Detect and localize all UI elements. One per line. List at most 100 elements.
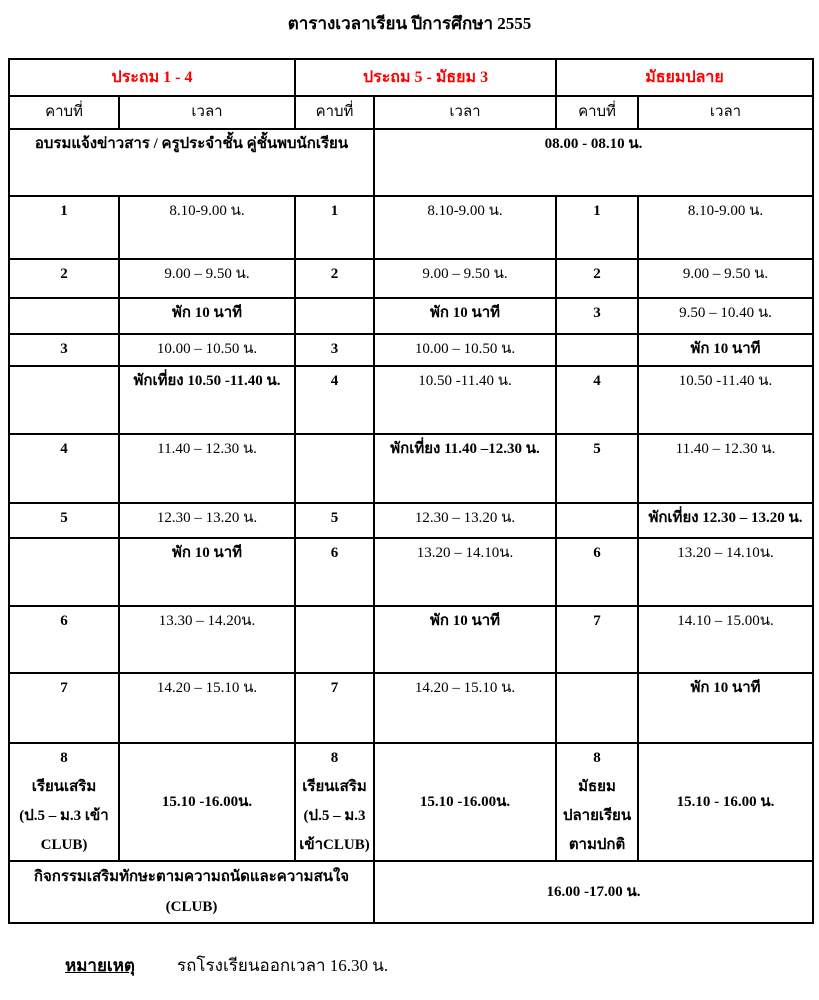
time-cell: 13.20 – 14.10น. (372, 537, 558, 607)
break-cell: พัก 10 นาที (637, 333, 815, 367)
period-cell (294, 433, 375, 504)
table-row-break-a: พัก 10 นาที พัก 10 นาที 3 9.50 – 10.40 น… (8, 297, 815, 335)
time-cell: 10.50 -11.40 น. (637, 365, 815, 435)
time-cell: 14.20 – 15.10 น. (372, 672, 558, 744)
table-row-period-5: 5 12.30 – 13.20 น. 5 12.30 – 13.20 น. พั… (8, 502, 815, 539)
period-cell: 4 (8, 433, 120, 504)
period-cell: 7 (294, 672, 375, 744)
time-cell: 15.10 -16.00น. (372, 742, 558, 862)
column-header-time: เวลา (372, 95, 558, 130)
period-cell (8, 297, 120, 335)
period-cell (555, 672, 640, 744)
period-cell: 5 (555, 433, 640, 504)
column-header-time: เวลา (118, 95, 296, 130)
period-cell (8, 365, 120, 435)
time-cell: 13.30 – 14.20น. (118, 605, 296, 674)
time-cell: 9.50 – 10.40 น. (637, 297, 815, 335)
break-cell: พัก 10 นาที (118, 297, 296, 335)
table-row-period-2: 2 9.00 – 9.50 น. 2 9.00 – 9.50 น. 2 9.00… (8, 258, 815, 299)
period-cell: 5 (294, 502, 375, 539)
time-cell: 14.20 – 15.10 น. (118, 672, 296, 744)
break-cell: พัก 10 นาที (372, 605, 558, 674)
period-cell: 3 (294, 333, 375, 367)
note-label: หมายเหตุ (65, 956, 135, 975)
club-time-cell: 16.00 -17.00 น. (372, 860, 815, 924)
table-row-lunch-a: พักเที่ยง 10.50 -11.40 น. 4 10.50 -11.40… (8, 365, 815, 435)
period-cell: 7 (555, 605, 640, 674)
page-title: ตารางเวลาเรียน ปีการศึกษา 2555 (287, 14, 532, 33)
time-cell: 9.00 – 9.50 น. (372, 258, 558, 299)
section-header-upper-secondary: มัธยมปลาย (555, 58, 815, 97)
period-cell: 1 (294, 195, 375, 260)
column-header-period: คาบที่ (294, 95, 375, 130)
time-cell: 10.50 -11.40 น. (372, 365, 558, 435)
lunch-break-cell: พักเที่ยง 12.30 – 13.20 น. (637, 502, 815, 539)
table-row-break-b: พัก 10 นาที 6 13.20 – 14.10น. 6 13.20 – … (8, 537, 815, 607)
section-header-row: ประถม 1 - 4 ประถม 5 - มัธยม 3 มัธยมปลาย (8, 58, 815, 97)
period-cell: 5 (8, 502, 120, 539)
time-cell: 14.10 – 15.00น. (637, 605, 815, 674)
section-header-primary5-secondary3: ประถม 5 - มัธยม 3 (293, 58, 558, 97)
club-activity-row: กิจกรรมเสริมทักษะตามความถนัดและความสนใจ … (8, 860, 815, 924)
period-cell: 6 (555, 537, 640, 607)
lunch-break-cell: พักเที่ยง 10.50 -11.40 น. (118, 365, 296, 435)
period-cell: 2 (555, 258, 640, 299)
homeroom-activity-cell: อบรมแจ้งข่าวสาร / ครูประจำชั้น คู่ชั้นพบ… (8, 128, 375, 197)
time-cell: 11.40 – 12.30 น. (118, 433, 296, 504)
table-row-period-8: 8 เรียนเสริม (ป.5 – ม.3 เข้า CLUB) 15.10… (8, 742, 815, 862)
break-cell: พัก 10 นาที (372, 297, 558, 335)
time-cell: 10.00 – 10.50 น. (118, 333, 296, 367)
time-cell: 12.30 – 13.20 น. (118, 502, 296, 539)
break-cell: พัก 10 นาที (118, 537, 296, 607)
table-row-period-3: 3 10.00 – 10.50 น. 3 10.00 – 10.50 น. พั… (8, 333, 815, 367)
time-cell: 9.00 – 9.50 น. (118, 258, 296, 299)
period-cell: 1 (8, 195, 120, 260)
period-cell (294, 605, 375, 674)
column-header-period: คาบที่ (8, 95, 120, 130)
period-cell (555, 502, 640, 539)
time-cell: 8.10-9.00 น. (637, 195, 815, 260)
period-cell: 6 (8, 605, 120, 674)
period-8-description-cell: 8 มัธยม ปลายเรียน ตามปกติ (555, 742, 640, 862)
table-row-period-7: 7 14.20 – 15.10 น. 7 14.20 – 15.10 น. พั… (8, 672, 815, 744)
table-row-period-4: 4 11.40 – 12.30 น. พักเที่ยง 11.40 –12.3… (8, 433, 815, 504)
homeroom-row: อบรมแจ้งข่าวสาร / ครูประจำชั้น คู่ชั้นพบ… (8, 128, 815, 197)
table-row-period-6: 6 13.30 – 14.20น. พัก 10 นาที 7 14.10 – … (8, 605, 815, 674)
time-cell: 15.10 - 16.00 น. (637, 742, 815, 862)
period-cell: 6 (294, 537, 375, 607)
table-row-period-1: 1 8.10-9.00 น. 1 8.10-9.00 น. 1 8.10-9.0… (8, 195, 815, 260)
period-cell: 4 (555, 365, 640, 435)
schedule-table: ประถม 1 - 4 ประถม 5 - มัธยม 3 มัธยมปลาย … (8, 58, 815, 924)
period-cell: 3 (555, 297, 640, 335)
section-header-primary-1-4: ประถม 1 - 4 (8, 58, 296, 97)
period-8-description-cell: 8 เรียนเสริม (ป.5 – ม.3 เข้าCLUB) (294, 742, 375, 862)
club-activity-cell: กิจกรรมเสริมทักษะตามความถนัดและความสนใจ … (8, 860, 375, 924)
period-cell: 4 (294, 365, 375, 435)
time-cell: 11.40 – 12.30 น. (637, 433, 815, 504)
time-cell: 8.10-9.00 น. (118, 195, 296, 260)
period-cell: 1 (555, 195, 640, 260)
note-text: รถโรงเรียนออกเวลา 16.30 น. (176, 956, 389, 975)
column-header-period: คาบที่ (555, 95, 640, 130)
time-cell: 15.10 -16.00น. (118, 742, 296, 862)
period-cell (294, 297, 375, 335)
column-header-time: เวลา (637, 95, 815, 130)
time-cell: 13.20 – 14.10น. (637, 537, 815, 607)
homeroom-time-cell: 08.00 - 08.10 น. (372, 128, 815, 197)
period-cell (8, 537, 120, 607)
period-cell: 2 (8, 258, 120, 299)
period-cell: 2 (294, 258, 375, 299)
time-cell: 12.30 – 13.20 น. (372, 502, 558, 539)
column-header-row: คาบที่ เวลา คาบที่ เวลา คาบที่ เวลา (8, 95, 815, 130)
time-cell: 8.10-9.00 น. (372, 195, 558, 260)
lunch-break-cell: พักเที่ยง 11.40 –12.30 น. (372, 433, 558, 504)
footnote: หมายเหตุ รถโรงเรียนออกเวลา 16.30 น. (65, 952, 388, 979)
period-cell (555, 333, 640, 367)
time-cell: 10.00 – 10.50 น. (372, 333, 558, 367)
period-cell: 3 (8, 333, 120, 367)
period-cell: 7 (8, 672, 120, 744)
break-cell: พัก 10 นาที (637, 672, 815, 744)
time-cell: 9.00 – 9.50 น. (637, 258, 815, 299)
period-8-description-cell: 8 เรียนเสริม (ป.5 – ม.3 เข้า CLUB) (8, 742, 120, 862)
